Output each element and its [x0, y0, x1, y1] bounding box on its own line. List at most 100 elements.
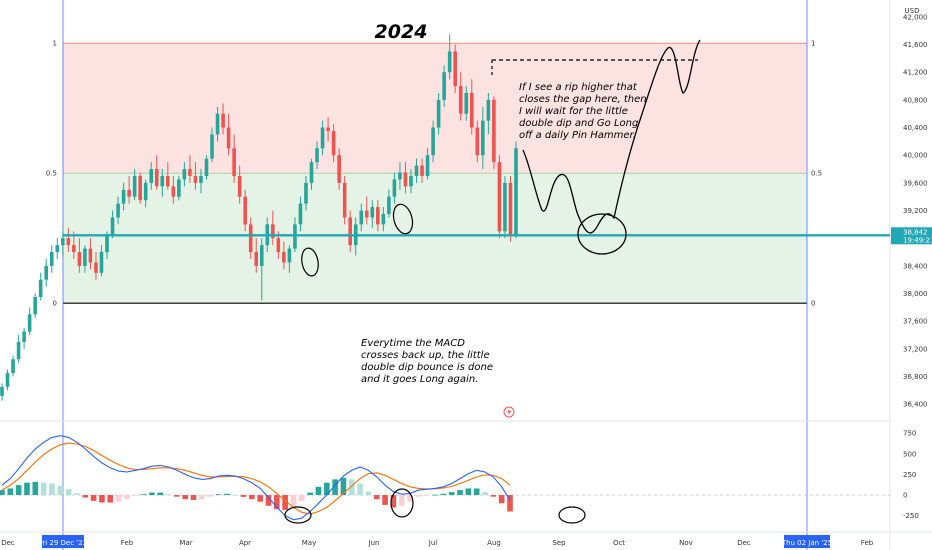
- candle-body: [72, 245, 76, 253]
- macd-pane: -250 0 250 500 750: [0, 430, 919, 521]
- macd-histogram-bar: [199, 495, 205, 500]
- macd-tick-label: 0: [903, 492, 907, 500]
- macd-histogram-bar: [282, 495, 288, 510]
- candle-body: [27, 314, 32, 332]
- macd-histogram-bar: [265, 495, 272, 506]
- macd-line: [1, 435, 511, 521]
- fib-level-label-left: 1: [53, 40, 57, 48]
- price-tick-label: 42,000: [903, 13, 928, 21]
- time-tick-label: Mar: [179, 539, 192, 547]
- macd-histogram-bar: [99, 495, 105, 503]
- macd-histogram-bar: [115, 495, 122, 502]
- price-tick-label: 40,000: [903, 152, 928, 160]
- candle-body: [458, 86, 463, 114]
- time-tick-label: Aug: [487, 539, 501, 547]
- macd-histogram-bar: [498, 495, 505, 504]
- candle-body: [481, 120, 485, 156]
- candle-body: [99, 252, 104, 273]
- price-tick-label: 39,600: [903, 179, 928, 187]
- macd-histogram-bar: [140, 494, 147, 496]
- candle-body: [447, 51, 452, 73]
- fib-level-label-left: 0.5: [46, 170, 57, 178]
- candle-body: [0, 386, 4, 396]
- candle-body: [469, 92, 474, 128]
- time-tick-label: May: [302, 539, 316, 547]
- time-tick-label: Feb: [861, 539, 874, 547]
- macd-histogram-bar: [82, 495, 89, 498]
- note-center: Everytime the MACD crosses back up, the …: [361, 338, 493, 385]
- time-tick-label: Jul: [428, 539, 438, 547]
- candle-body: [304, 182, 308, 204]
- fib-level-label-right: 0.5: [811, 170, 822, 178]
- candle-body: [22, 331, 26, 342]
- macd-histogram-bar: [299, 495, 305, 501]
- macd-tick-label: 500: [903, 450, 916, 458]
- candle-body: [248, 224, 253, 253]
- macd-histogram-bar: [448, 492, 455, 496]
- candle-body: [398, 172, 402, 180]
- note-right-line: closes the gap here, then: [519, 94, 647, 105]
- macd-histogram-bar: [290, 495, 297, 508]
- candle-body: [77, 252, 82, 266]
- macd-histogram-bar: [149, 492, 155, 496]
- candle-body: [94, 262, 98, 273]
- candle-body: [436, 99, 441, 128]
- macd-histogram-bar: [340, 477, 347, 496]
- candle-body: [49, 252, 54, 266]
- price-tick-label: 37,600: [903, 318, 928, 326]
- candle-body: [276, 238, 281, 253]
- circle-macd-may: [284, 506, 312, 524]
- note-right-line: off a daily Pin Hammer.: [519, 130, 636, 141]
- event-lightning-icon[interactable]: [503, 406, 515, 418]
- candle-body: [105, 234, 109, 253]
- candle-body: [210, 134, 214, 159]
- candle-body: [331, 131, 336, 156]
- circle-macd-projection: [558, 506, 586, 524]
- macd-histogram-bar: [332, 479, 338, 496]
- candle-body: [259, 245, 264, 266]
- candle-body: [497, 162, 502, 232]
- macd-histogram-bar: [207, 495, 213, 497]
- macd-histogram-bar: [65, 489, 72, 496]
- candle-body: [154, 169, 159, 187]
- macd-histogram-bar: [215, 494, 222, 496]
- candle-body: [392, 179, 397, 197]
- candle-body: [364, 210, 369, 218]
- time-axis-marker-box: [784, 535, 830, 548]
- currency-label[interactable]: USD: [905, 7, 920, 15]
- fib-level-label-right: 1: [811, 40, 815, 48]
- circle-pin-hammer-target: [577, 213, 627, 255]
- time-tick-label: Nov: [679, 539, 693, 547]
- macd-histogram-bar: [357, 483, 363, 496]
- macd-histogram-bar: [90, 495, 97, 501]
- time-tick-label: Feb: [121, 539, 134, 547]
- candle-body: [55, 245, 60, 253]
- candle-body: [193, 175, 198, 183]
- macd-histogram-bar: [257, 495, 263, 502]
- candle-body: [387, 196, 391, 214]
- candle-body: [243, 196, 247, 225]
- macd-histogram-bar: [407, 495, 413, 502]
- macd-histogram-bar: [415, 495, 422, 497]
- candle-body: [287, 248, 292, 263]
- candle-body: [199, 175, 203, 183]
- candle-body: [204, 158, 209, 176]
- macd-histogram-bar: [124, 495, 130, 500]
- bar-countdown: 19:49:21: [903, 236, 932, 244]
- time-tick-label: Sep: [552, 539, 566, 547]
- macd-histogram-bar: [490, 495, 497, 497]
- macd-histogram-bar: [32, 481, 39, 496]
- candle-body: [381, 214, 386, 225]
- candle-body: [16, 341, 21, 360]
- candle-body: [425, 155, 430, 176]
- macd-histogram-bar: [57, 485, 64, 496]
- macd-histogram-bar: [132, 495, 139, 496]
- candle-body: [431, 127, 435, 156]
- candle-body: [138, 175, 142, 201]
- macd-histogram-bar: [7, 488, 14, 496]
- note-right-line: I will wait for the little: [519, 106, 628, 117]
- circle-macd-june: [390, 488, 414, 518]
